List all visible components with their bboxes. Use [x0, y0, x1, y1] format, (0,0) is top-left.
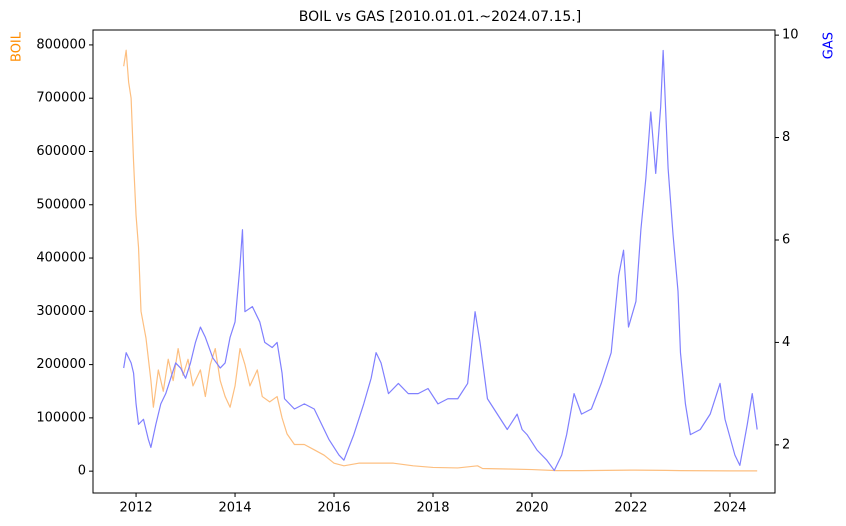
x-tick-label: 2020 [515, 501, 548, 516]
x-tick-label: 2018 [416, 501, 449, 516]
x-tick-label: 2024 [713, 501, 746, 516]
y-axis-label: BOIL [10, 31, 25, 62]
x-tick-label: 2016 [317, 501, 350, 516]
y2-axis-label: GAS [822, 32, 837, 59]
y-tick-label: 0 [78, 464, 86, 479]
y-tick-label: 800000 [36, 37, 86, 52]
y-tick-label: 400000 [36, 251, 86, 266]
y2-tick-label: 8 [782, 130, 790, 145]
y2-tick-label: 2 [782, 437, 790, 452]
data-line [123, 49, 758, 472]
x-tick-label: 2022 [614, 501, 647, 516]
y-tick-label: 200000 [36, 357, 86, 372]
y2-tick-label: 4 [782, 335, 790, 350]
y-tick-label: 700000 [36, 91, 86, 106]
chart-title: BOIL vs GAS [2010.01.01.~2024.07.15.] [299, 9, 581, 25]
y2-tick-label: 10 [782, 28, 799, 43]
y-tick-label: 500000 [36, 197, 86, 212]
y-tick-label: 300000 [36, 304, 86, 319]
x-tick-label: 2014 [218, 501, 251, 516]
x-tick-label: 2012 [120, 501, 153, 516]
y-tick-label: 600000 [36, 144, 86, 159]
data-line [123, 49, 758, 472]
plot-frame [92, 29, 776, 494]
y2-tick-label: 6 [782, 232, 790, 247]
y-tick-label: 100000 [36, 410, 86, 425]
